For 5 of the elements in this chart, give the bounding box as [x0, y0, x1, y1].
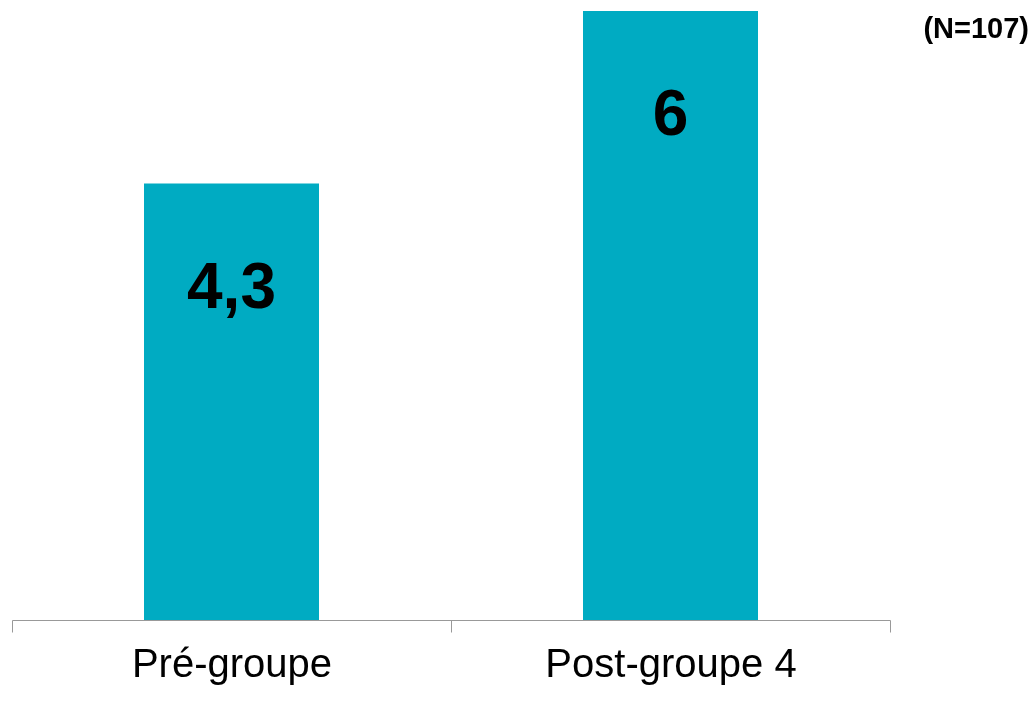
data-label: 6	[652, 77, 689, 149]
x-tick-label: Pré-groupe	[131, 640, 333, 685]
data-label: 4,3	[187, 249, 276, 322]
text: (N=107)	[923, 12, 1029, 45]
x-tick-label: Post-groupe 4	[545, 640, 797, 685]
